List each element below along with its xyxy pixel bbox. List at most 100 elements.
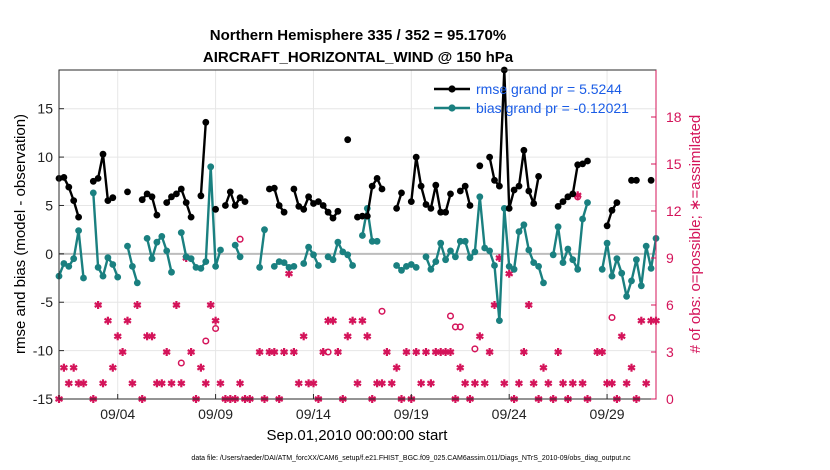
obs-possible-marker: [212, 324, 220, 333]
obs-assimilated-marker: [622, 379, 631, 388]
bias-point: [637, 282, 645, 290]
rmse-point: [104, 197, 112, 205]
obs-assimilated-marker: [529, 379, 538, 388]
obs-assimilated-marker: [289, 348, 298, 356]
obs-possible-marker: [202, 337, 210, 345]
rmse-point: [300, 205, 308, 213]
obs-possible-marker: [456, 323, 464, 331]
rmse-point: [202, 118, 210, 126]
obs-assimilated-marker: [304, 379, 313, 388]
obs-assimilated-marker: [544, 379, 553, 388]
bias-point: [505, 263, 513, 270]
bias-point: [579, 215, 586, 223]
obs-assimilated-marker: [280, 348, 289, 356]
bias-point: [104, 254, 112, 262]
grid: [59, 70, 656, 400]
obs-assimilated-marker: [421, 348, 431, 356]
obs-assimilated-marker: [177, 379, 186, 388]
rmse-point: [109, 194, 117, 202]
obs-assimilated-marker: [201, 379, 210, 388]
bias-point: [461, 237, 469, 245]
bias-point: [153, 238, 161, 246]
bias-point: [481, 244, 489, 252]
bias-point: [535, 263, 542, 270]
obs-assimilated-marker: [505, 269, 514, 278]
obs-assimilated-marker: [94, 301, 103, 309]
bias-point: [324, 253, 332, 261]
obs-assimilated-marker: [524, 301, 533, 309]
obs-assimilated-marker: [108, 363, 117, 372]
bias-point: [310, 251, 317, 259]
rmse-point: [236, 194, 244, 202]
rmse-point: [270, 184, 278, 192]
obs-assimilated-marker: [309, 379, 318, 388]
bias-point: [207, 163, 215, 171]
rmse-point: [535, 173, 542, 180]
rmse-point: [280, 208, 288, 216]
rmse-point: [305, 193, 312, 201]
rmse-point: [99, 150, 107, 158]
bias-point: [628, 277, 635, 285]
bias-point: [432, 258, 440, 265]
x-tick-label: 09/14: [296, 406, 331, 422]
rmse-point: [491, 176, 498, 184]
obs-assimilated-marker: [500, 379, 509, 388]
obs-assimilated-marker: [216, 379, 225, 388]
obs-assimilated-marker: [133, 301, 142, 309]
obs-assimilated-marker: [79, 379, 88, 388]
bias-point: [530, 259, 538, 266]
rmse-point: [231, 202, 239, 209]
rmse-point: [138, 196, 146, 204]
rmse-point: [153, 211, 161, 219]
obs-assimilated-marker: [539, 363, 548, 372]
bias-point: [368, 237, 376, 245]
rmse-point: [569, 190, 577, 198]
bias-point: [447, 247, 454, 255]
obs-assimilated-marker: [617, 332, 626, 341]
obs-assimilated-marker: [436, 348, 445, 356]
bias-point: [202, 258, 210, 265]
bias-point: [500, 205, 508, 212]
legend-bias-label: bias grand pr = -0.12021: [476, 100, 629, 116]
bias-point: [80, 274, 87, 282]
rmse-point: [461, 182, 469, 190]
x-axis: 09/04 09/09 09/14 09/19 09/24 09/29: [100, 394, 625, 422]
obs-assimilated-marker: [642, 379, 651, 388]
bias-point: [540, 279, 547, 287]
rmse-line: [410, 155, 452, 214]
obs-assimilated-marker: [607, 379, 616, 388]
bias-point: [256, 264, 263, 271]
bias-point: [647, 265, 655, 272]
bias-point: [359, 232, 366, 239]
obs-assimilated-marker: [162, 348, 171, 356]
obs-assimilated-marker: [578, 379, 587, 388]
rmse-point: [177, 185, 185, 193]
bias-point: [452, 253, 459, 261]
bias-series: [55, 163, 660, 324]
rmse-point: [647, 176, 655, 184]
obs-assimilated-marker: [74, 379, 83, 388]
bias-point: [65, 263, 73, 270]
obs-assimilated-marker: [475, 332, 484, 341]
obs-possible-marker: [574, 193, 582, 201]
obs-assimilated-marker: [324, 316, 333, 325]
rmse-point: [319, 202, 327, 209]
y2-tick-label: 0: [666, 391, 674, 407]
bias-point: [236, 253, 244, 261]
obs-assimilated-marker: [172, 301, 181, 309]
bias-point: [466, 254, 474, 262]
rmse-point: [363, 212, 371, 220]
bias-point: [569, 256, 577, 264]
bias-point: [300, 260, 308, 267]
obs-assimilated-marker: [480, 379, 489, 388]
x-axis-label: Sep.01,2010 00:00:00 start: [267, 427, 449, 444]
bias-point: [584, 199, 591, 207]
obs-assimilated-marker: [211, 316, 220, 325]
rmse-point: [373, 175, 381, 182]
bias-point: [427, 265, 435, 273]
rmse-point: [143, 190, 151, 198]
bias-point: [114, 273, 122, 281]
bias-point: [437, 239, 445, 247]
bias-point: [148, 255, 156, 263]
rmse-point: [290, 185, 298, 193]
